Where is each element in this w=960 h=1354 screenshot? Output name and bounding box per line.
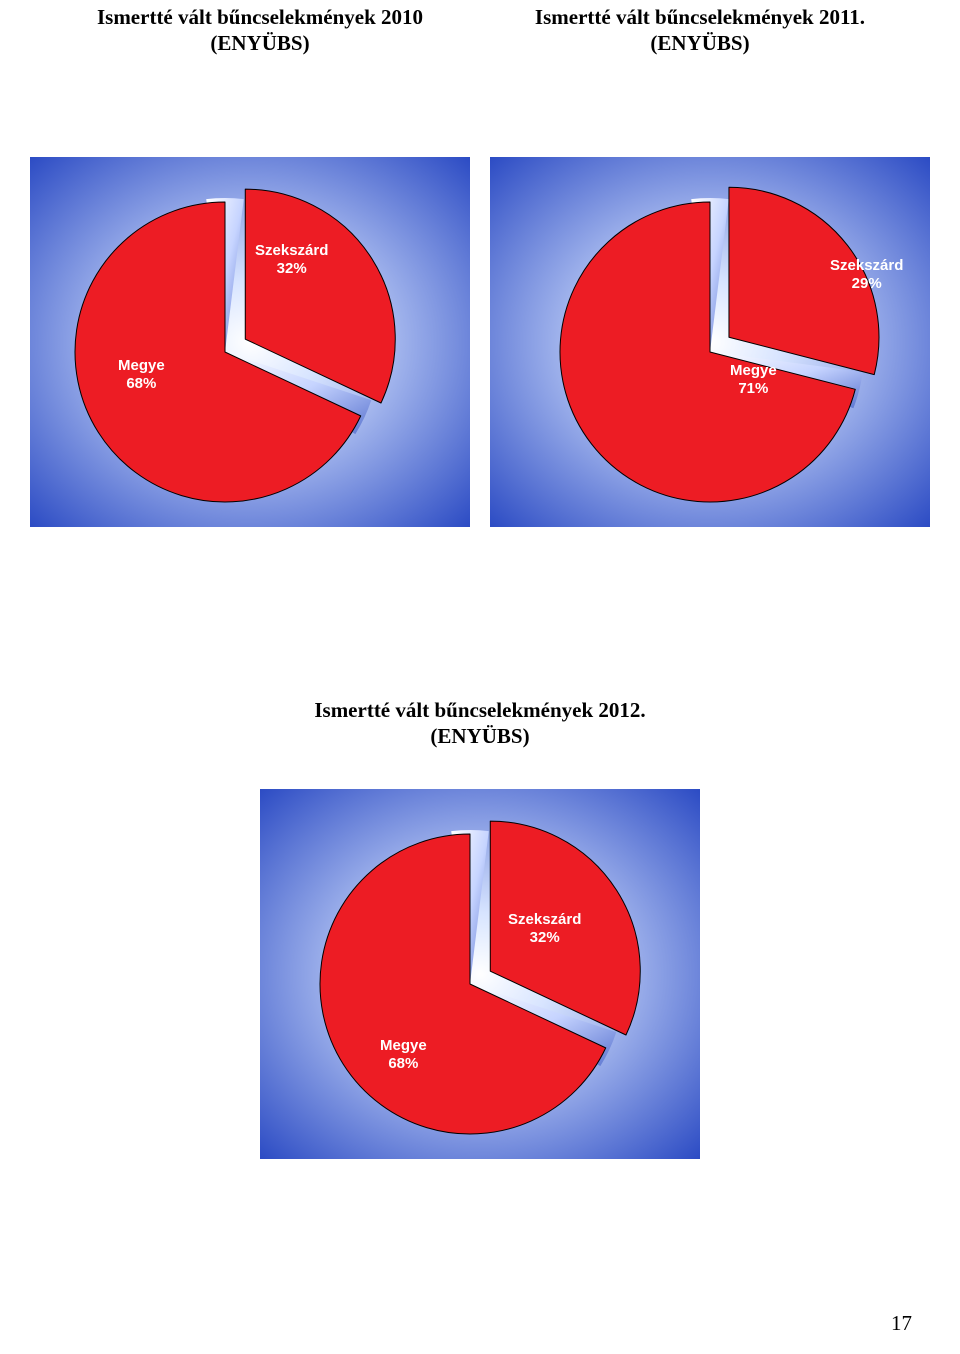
- pie-label-megye: Megye71%: [730, 362, 777, 398]
- chart-2011-title-line1: Ismertté vált bűncselekmények 2011.: [535, 5, 865, 29]
- chart-2010-title: Ismertté vált bűncselekmények 2010 (ENYÜ…: [50, 4, 470, 57]
- chart-2012-title: Ismertté vált bűncselekmények 2012. (ENY…: [0, 697, 960, 750]
- titles-row: Ismertté vált bűncselekmények 2010 (ENYÜ…: [0, 0, 960, 57]
- chart-2012: Megye68% Szekszárd32%: [260, 789, 700, 1159]
- chart-2010-title-line1: Ismertté vált bűncselekmények 2010: [97, 5, 423, 29]
- chart-2011-title-line2: (ENYÜBS): [650, 31, 749, 55]
- chart-2011-title: Ismertté vált bűncselekmények 2011. (ENY…: [490, 4, 910, 57]
- chart-2012-title-line1: Ismertté vált bűncselekmények 2012.: [314, 698, 645, 722]
- chart-2012-title-line2: (ENYÜBS): [430, 724, 529, 748]
- chart-2010: Megye68% Szekszárd32%: [30, 157, 470, 527]
- chart-2011: Megye71% Szekszárd29%: [490, 157, 930, 527]
- pie-label-megye: Megye68%: [380, 1037, 427, 1073]
- chart-2010-title-line2: (ENYÜBS): [210, 31, 309, 55]
- pie-label-szekszárd: Szekszárd32%: [508, 911, 581, 947]
- center-chart-wrap: Megye68% Szekszárd32%: [0, 789, 960, 1159]
- pie-label-szekszárd: Szekszárd32%: [255, 242, 328, 278]
- pie-label-szekszárd: Szekszárd29%: [830, 257, 903, 293]
- pie-label-megye: Megye68%: [118, 357, 165, 393]
- page-number: 17: [891, 1311, 912, 1336]
- top-charts-row: Megye68% Szekszárd32% Megye71% Szekszárd29…: [30, 157, 930, 527]
